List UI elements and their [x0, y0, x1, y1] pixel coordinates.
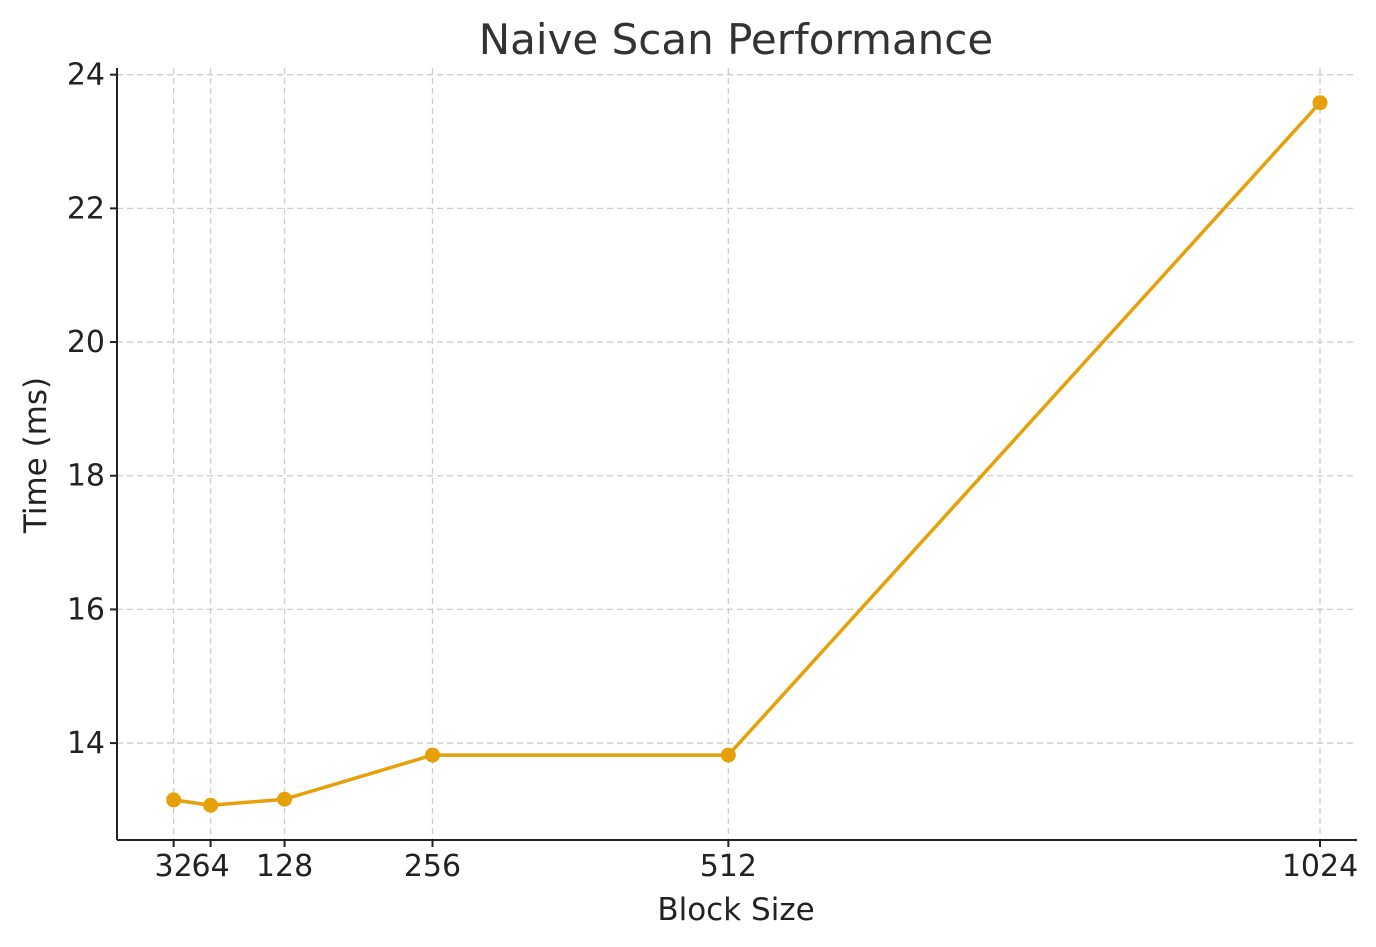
y-tick-label: 18: [67, 459, 105, 494]
x-axis-label: Block Size: [657, 892, 814, 928]
x-tick-label: 1024: [1282, 849, 1358, 884]
data-series: [166, 95, 1328, 813]
data-point: [277, 791, 293, 807]
chart-title: Naive Scan Performance: [479, 15, 993, 64]
y-axis-ticks: 14 16 18 20 22 24: [67, 58, 117, 761]
data-point: [203, 797, 219, 813]
x-tick-label: 256: [404, 849, 461, 884]
grid: [117, 68, 1357, 840]
y-tick-label: 22: [67, 191, 105, 226]
x-tick-label: 128: [256, 849, 313, 884]
x-tick-label: 64: [192, 849, 230, 884]
x-tick-label: 32: [155, 849, 193, 884]
data-point: [166, 792, 182, 808]
data-point: [1312, 95, 1328, 111]
x-tick-label: 512: [700, 849, 757, 884]
y-tick-label: 20: [67, 325, 105, 360]
axes: [116, 68, 1357, 841]
y-tick-label: 14: [67, 726, 105, 761]
data-point: [424, 747, 440, 763]
y-tick-label: 16: [67, 592, 105, 627]
data-point: [720, 747, 736, 763]
y-axis-label: Time (ms): [18, 377, 54, 534]
y-tick-label: 24: [67, 58, 105, 93]
